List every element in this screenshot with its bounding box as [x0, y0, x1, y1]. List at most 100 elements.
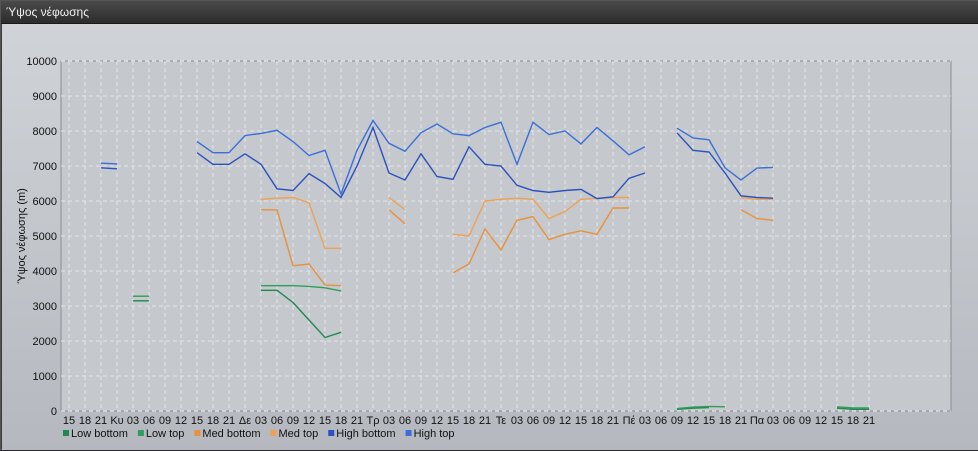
series-line: [676, 405, 726, 410]
x-tick-label: 18: [335, 415, 347, 427]
y-axis-label: Ύψος νέφωσης (m): [16, 188, 28, 284]
window-titlebar: Ύψος νέφωσης: [1, 1, 978, 24]
grid-lines: [61, 60, 951, 412]
x-tick-label: 18: [463, 415, 475, 427]
x-tick-label: 18: [591, 415, 603, 427]
x-tick-label: 21: [735, 415, 747, 427]
y-tick-label: 0: [51, 406, 57, 418]
x-tick-label: 21: [479, 415, 491, 427]
series-line: [836, 407, 869, 410]
x-tick-label: Δε: [239, 415, 251, 427]
x-tick-label: 21: [223, 415, 235, 427]
x-tick-label: 15: [831, 415, 843, 427]
series-line: [740, 196, 773, 201]
x-tick-label: 15: [191, 415, 203, 427]
y-tick-label: 1000: [33, 371, 57, 383]
legend-swatch: [63, 430, 69, 436]
x-tick-label: 09: [671, 415, 683, 427]
x-tick-label: 06: [527, 415, 539, 427]
y-tick-label: 6000: [33, 196, 57, 208]
x-tick-label: 09: [159, 415, 171, 427]
series-line: [676, 406, 710, 410]
series-line: [740, 209, 774, 221]
series-lines: [100, 119, 869, 410]
x-tick-label: Τρ: [367, 415, 380, 427]
window-title: Ύψος νέφωσης: [6, 5, 89, 19]
x-tick-label: 12: [815, 415, 827, 427]
x-tick-label: 03: [255, 415, 267, 427]
series-line: [452, 207, 629, 274]
series-line: [100, 162, 118, 165]
x-tick-label: 15: [63, 415, 75, 427]
series-line: [388, 196, 406, 211]
y-tick-label: 10000: [26, 56, 57, 68]
x-axis-ticks: 15 18 21 Κυ 03 06 09 12 15 18 21 Δε 03 06 09 12 15 18 21 Τρ…: [63, 415, 875, 427]
x-tick-label: 21: [95, 415, 107, 427]
x-tick-label: Πέ: [623, 415, 636, 427]
x-tick-label: 09: [799, 415, 811, 427]
x-tick-label: 09: [287, 415, 299, 427]
x-tick-label: 12: [687, 415, 699, 427]
legend-label: High top: [414, 428, 455, 440]
series-line: [196, 125, 646, 200]
legend: Low bottom Low top Med bottom Med top High b…: [63, 428, 455, 440]
series-line: [196, 119, 646, 197]
x-tick-label: 03: [511, 415, 523, 427]
x-tick-label: 12: [431, 415, 443, 427]
y-tick-label: 9000: [33, 91, 57, 103]
y-tick-label: 2000: [33, 336, 57, 348]
y-tick-label: 4000: [33, 266, 57, 278]
series-line: [676, 127, 774, 181]
legend-swatch: [137, 430, 144, 436]
x-tick-label: Πα: [750, 415, 765, 427]
x-tick-label: 06: [399, 415, 411, 427]
series-line: [100, 167, 118, 170]
legend-label: Low top: [146, 428, 185, 440]
x-tick-label: 12: [303, 415, 315, 427]
x-tick-label: 03: [383, 415, 395, 427]
y-tick-label: 8000: [33, 126, 57, 138]
legend-label: Low bottom: [71, 428, 128, 440]
series-line: [261, 209, 342, 287]
x-tick-label: Κυ: [110, 415, 123, 427]
x-tick-label: 12: [559, 415, 571, 427]
x-tick-label: 18: [719, 415, 731, 427]
y-tick-label: 3000: [33, 301, 57, 313]
x-tick-label: 18: [79, 415, 91, 427]
x-tick-label: 09: [415, 415, 427, 427]
legend-swatch: [194, 430, 201, 436]
x-tick-label: 15: [319, 415, 331, 427]
x-tick-label: 06: [143, 415, 155, 427]
y-tick-label: 7000: [33, 161, 57, 173]
x-tick-label: 03: [767, 415, 779, 427]
x-tick-label: 12: [175, 415, 187, 427]
x-tick-label: 15: [703, 415, 715, 427]
series-line: [261, 285, 342, 292]
series-line: [676, 132, 774, 199]
legend-label: Med bottom: [202, 428, 260, 440]
x-tick-label: 21: [607, 415, 619, 427]
x-tick-label: 09: [543, 415, 555, 427]
series-line: [388, 209, 406, 225]
series-line: [260, 196, 341, 250]
legend-swatch: [270, 430, 277, 436]
x-tick-label: 18: [847, 415, 859, 427]
x-tick-label: 06: [655, 415, 667, 427]
x-tick-label: 06: [271, 415, 283, 427]
x-tick-label: Τε: [496, 415, 507, 427]
x-tick-label: 21: [863, 415, 875, 427]
x-tick-label: 21: [351, 415, 363, 427]
x-tick-label: 03: [127, 415, 139, 427]
x-tick-label: 18: [207, 415, 219, 427]
legend-swatch: [328, 430, 335, 436]
legend-swatch: [405, 430, 412, 436]
x-tick-label: 06: [783, 415, 795, 427]
series-line: [261, 289, 342, 339]
legend-label: High bottom: [336, 428, 395, 440]
series-line: [836, 406, 869, 409]
x-tick-label: 15: [575, 415, 587, 427]
legend-label: Med top: [279, 428, 319, 440]
y-axis-ticks: 0 1000 2000 3000 4000 5000 6000 7000 8000 9000 100…: [26, 56, 57, 418]
